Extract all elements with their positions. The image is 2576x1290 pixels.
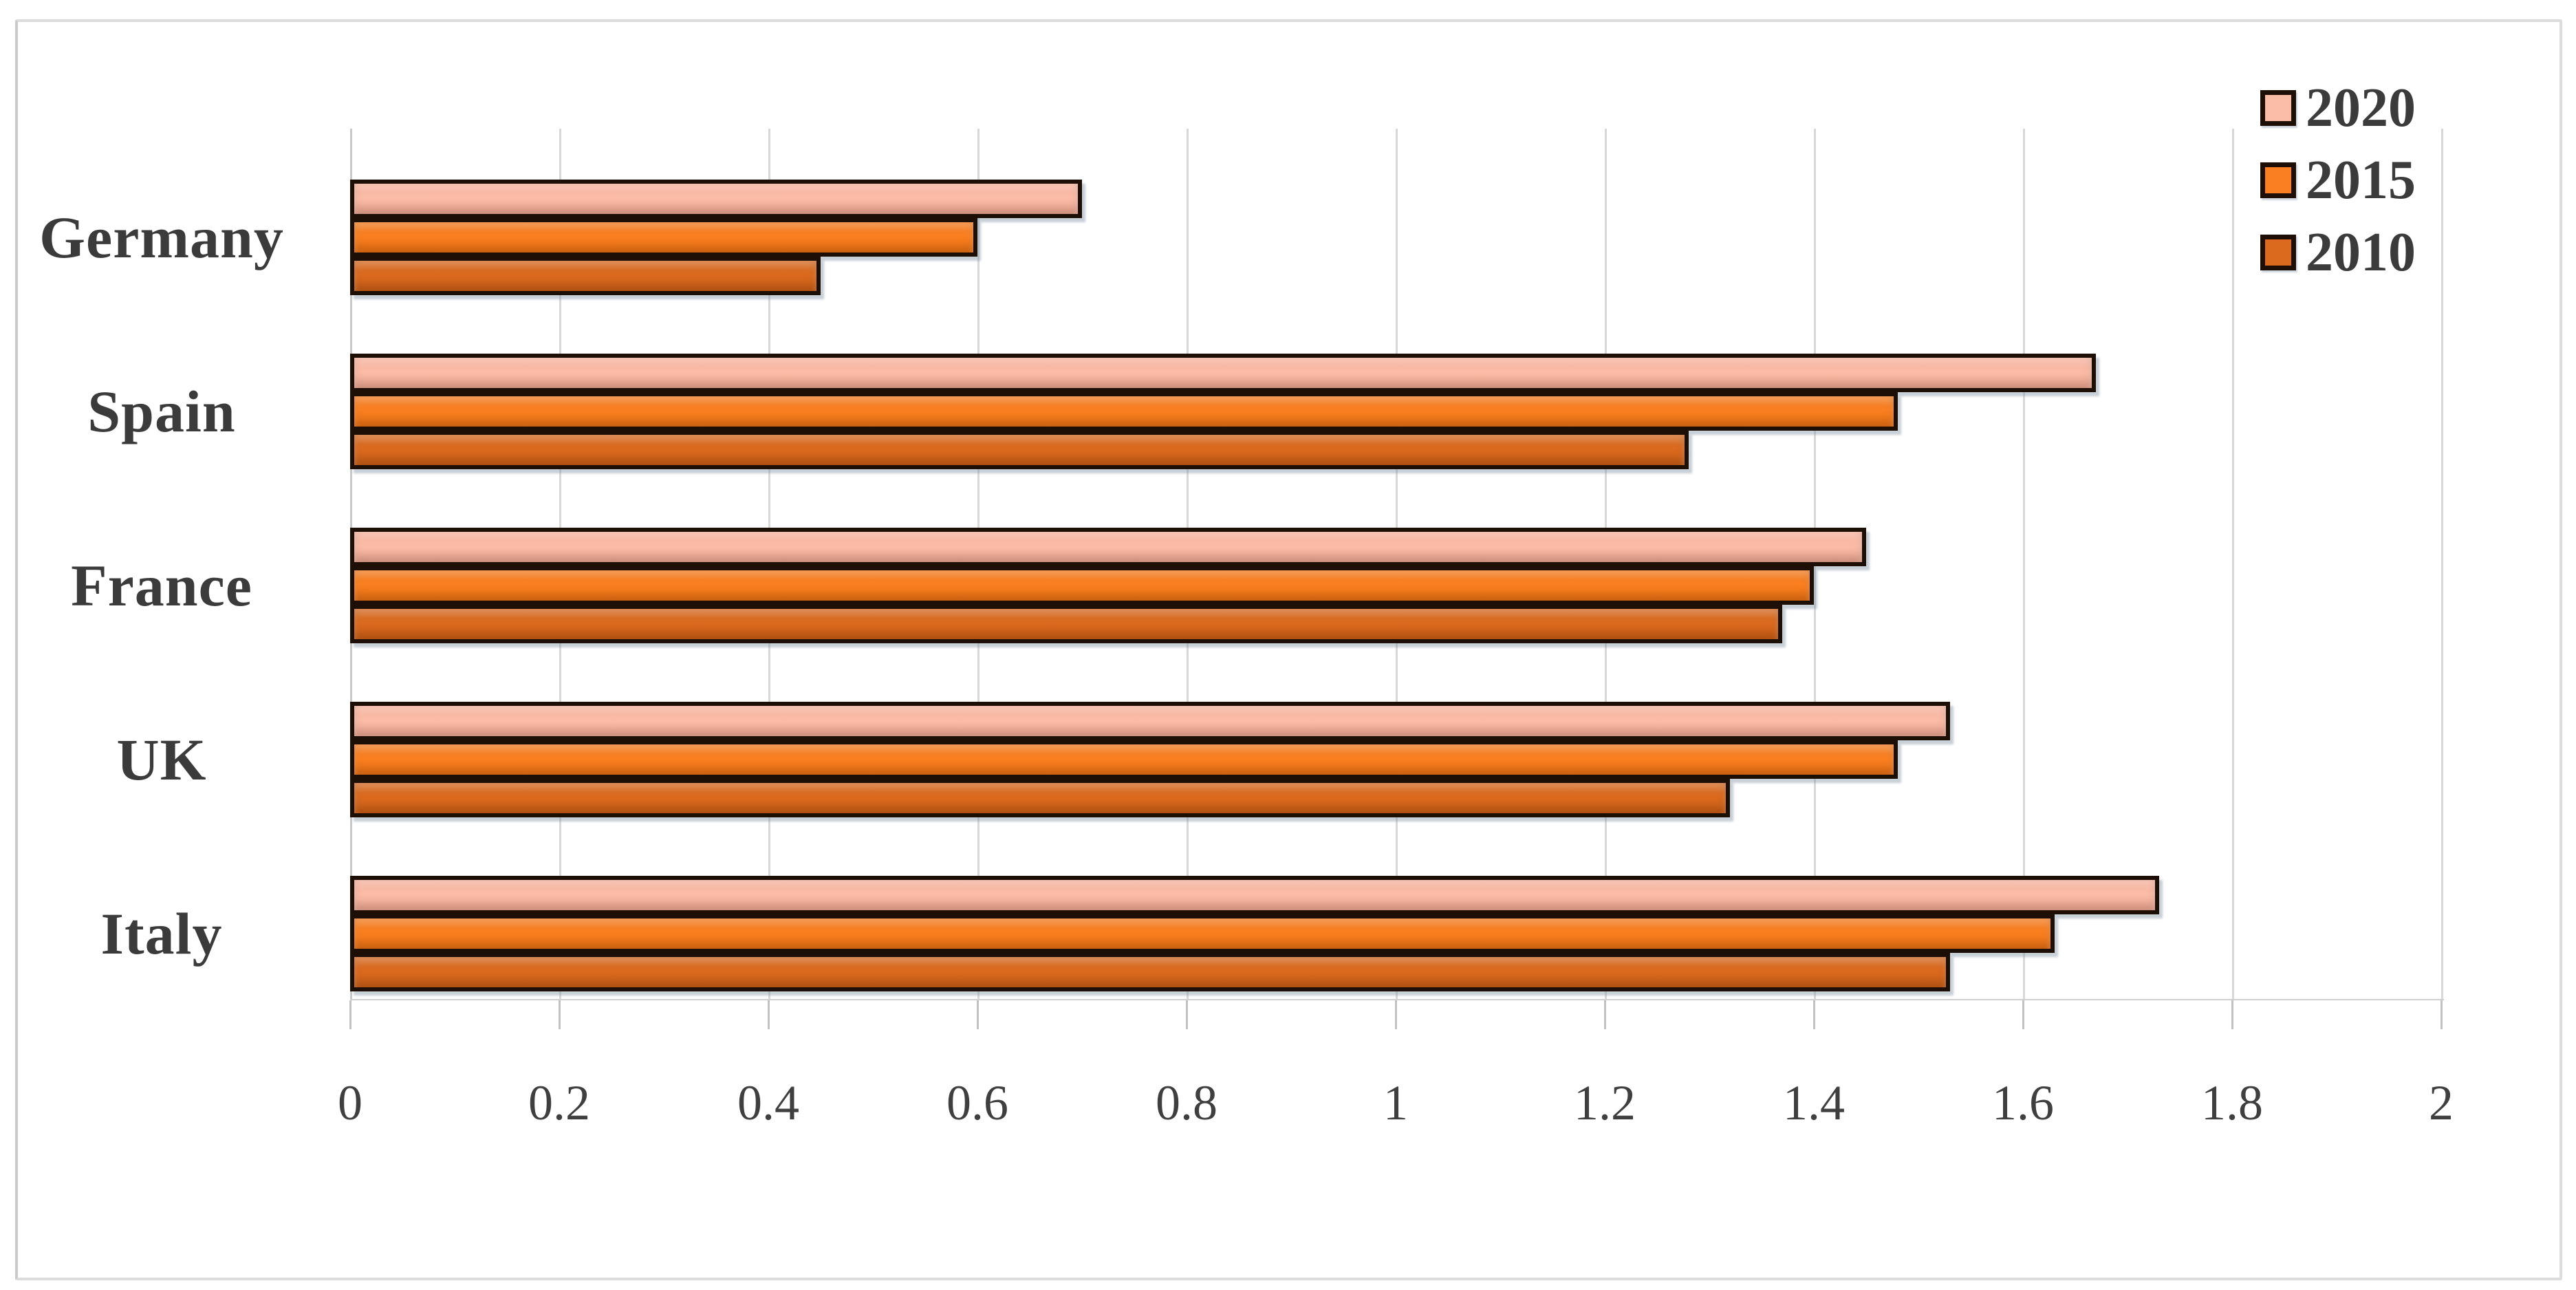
bar-spain-2015 (350, 392, 1898, 431)
bar-uk-2010 (350, 779, 1731, 817)
gridline-x-1.8 (2232, 129, 2234, 999)
category-label-uk: UK (116, 727, 207, 793)
legend-swatch-icon-2010 (2260, 235, 2296, 270)
bar-germany-2010 (350, 257, 821, 295)
bar-group-france (350, 477, 2441, 651)
bar-spain-2020 (350, 354, 2097, 392)
x-tick-label-0.8: 0.8 (1156, 1075, 1217, 1130)
legend-swatch-icon-2015 (2260, 162, 2296, 198)
gridline-x-1.6 (2023, 129, 2025, 999)
x-tick-mark-1.6 (2022, 1000, 2024, 1029)
category-label-france: France (71, 552, 252, 619)
x-tick-mark-0.4 (768, 1000, 770, 1029)
legend-item-2010: 2010 (2260, 222, 2416, 283)
legend-item-2015: 2015 (2260, 150, 2416, 211)
x-axis-line (350, 999, 2444, 1000)
x-tick-mark-1.2 (1604, 1000, 1606, 1029)
category-label-italy: Italy (100, 901, 223, 967)
bar-uk-2020 (350, 702, 1950, 740)
bar-france-2010 (350, 605, 1783, 643)
x-tick-mark-1.4 (1813, 1000, 1815, 1029)
x-tick-mark-1.8 (2231, 1000, 2233, 1029)
bar-italy-2020 (350, 876, 2159, 914)
legend-swatch-icon-2020 (2260, 90, 2296, 126)
x-tick-label-2: 2 (2429, 1075, 2454, 1130)
bar-france-2015 (350, 566, 1814, 605)
bar-spain-2010 (350, 431, 1689, 469)
x-tick-label-1.4: 1.4 (1783, 1075, 1845, 1130)
bar-group-italy (350, 825, 2441, 999)
legend-label-2015: 2015 (2306, 150, 2416, 211)
bar-germany-2015 (350, 218, 977, 257)
x-tick-label-1.2: 1.2 (1574, 1075, 1636, 1130)
bar-uk-2015 (350, 740, 1898, 779)
x-tick-label-0.6: 0.6 (946, 1075, 1008, 1130)
x-tick-label-1: 1 (1383, 1075, 1408, 1130)
x-tick-label-0.2: 0.2 (528, 1075, 590, 1130)
bar-italy-2010 (350, 953, 1950, 991)
x-tick-label-0.4: 0.4 (737, 1075, 799, 1130)
x-tick-label-1.6: 1.6 (1992, 1075, 2054, 1130)
category-label-spain: Spain (87, 378, 236, 444)
gridline-x-2 (2441, 129, 2443, 999)
x-tick-mark-0.8 (1186, 1000, 1188, 1029)
bar-italy-2015 (350, 914, 2055, 953)
x-tick-mark-1 (1395, 1000, 1397, 1029)
category-label-germany: Germany (39, 204, 284, 270)
bar-group-germany (350, 129, 2441, 303)
bar-germany-2020 (350, 180, 1082, 218)
x-tick-label-0: 0 (338, 1075, 362, 1130)
bar-france-2020 (350, 528, 1866, 566)
bar-group-uk (350, 651, 2441, 825)
x-tick-label-1.8: 1.8 (2201, 1075, 2263, 1130)
legend-label-2010: 2010 (2306, 222, 2416, 283)
x-tick-mark-2 (2440, 1000, 2443, 1029)
x-tick-mark-0 (349, 1000, 351, 1029)
x-tick-mark-0.2 (559, 1000, 561, 1029)
legend-label-2020: 2020 (2306, 78, 2416, 138)
bar-group-spain (350, 303, 2441, 477)
x-tick-mark-0.6 (977, 1000, 979, 1029)
legend-item-2020: 2020 (2260, 78, 2416, 138)
